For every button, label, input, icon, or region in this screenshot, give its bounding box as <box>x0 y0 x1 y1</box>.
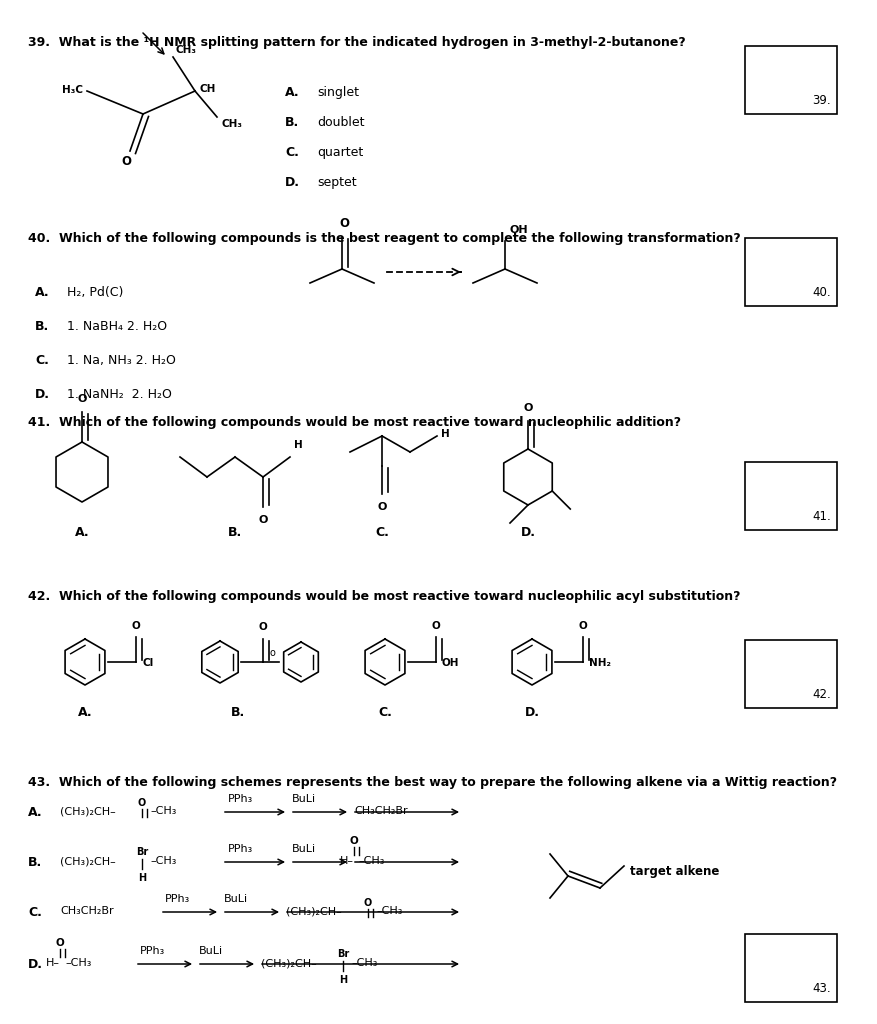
Text: 1. Na, NH₃ 2. H₂O: 1. Na, NH₃ 2. H₂O <box>67 354 175 367</box>
Text: O: O <box>363 898 372 908</box>
Text: H₃C: H₃C <box>62 85 83 95</box>
Text: OH: OH <box>441 658 459 668</box>
Bar <box>745 238 836 306</box>
Text: O: O <box>523 403 532 413</box>
Text: H₂, Pd(C): H₂, Pd(C) <box>67 286 124 299</box>
Text: 41.: 41. <box>811 510 830 523</box>
Text: BuLi: BuLi <box>292 844 316 854</box>
Bar <box>745 640 836 708</box>
Text: C.: C. <box>35 354 49 367</box>
Text: O: O <box>431 621 440 631</box>
Text: 39.  What is the ¹H NMR splitting pattern for the indicated hydrogen in 3-methyl: 39. What is the ¹H NMR splitting pattern… <box>28 36 685 49</box>
Text: CH₃CH₂Br: CH₃CH₂Br <box>60 906 113 916</box>
Text: –CH₃: –CH₃ <box>358 856 384 866</box>
Text: C.: C. <box>374 526 389 539</box>
Text: O: O <box>121 155 131 168</box>
Text: CH: CH <box>199 84 215 94</box>
Text: 1. NaBH₄ 2. H₂O: 1. NaBH₄ 2. H₂O <box>67 319 167 333</box>
Text: 1. NaNH₂  2. H₂O: 1. NaNH₂ 2. H₂O <box>67 388 172 401</box>
Text: 41.  Which of the following compounds would be most reactive toward nucleophilic: 41. Which of the following compounds wou… <box>28 416 681 429</box>
Text: target alkene: target alkene <box>630 865 718 879</box>
Text: O: O <box>55 938 64 948</box>
Text: BuLi: BuLi <box>292 794 316 804</box>
Text: PPh₃: PPh₃ <box>139 946 165 956</box>
Text: O: O <box>377 502 386 512</box>
Text: D.: D. <box>28 958 43 971</box>
Text: 39.: 39. <box>811 94 830 106</box>
Text: PPh₃: PPh₃ <box>228 844 253 854</box>
Bar <box>745 46 836 114</box>
Text: B.: B. <box>231 706 245 719</box>
Text: A.: A. <box>75 526 89 539</box>
Text: septet: septet <box>317 176 356 189</box>
Text: (CH₃)₂CH–: (CH₃)₂CH– <box>60 806 116 816</box>
Text: CH₃: CH₃ <box>221 119 242 129</box>
Text: doublet: doublet <box>317 116 364 129</box>
Text: CH₃CH₂Br: CH₃CH₂Br <box>353 806 407 816</box>
Text: 40.  Which of the following compounds is the best reagent to complete the follow: 40. Which of the following compounds is … <box>28 232 740 245</box>
Text: A.: A. <box>285 86 299 99</box>
Bar <box>745 934 836 1002</box>
Text: 40.: 40. <box>811 286 830 299</box>
Text: PPh₃: PPh₃ <box>165 894 190 904</box>
Text: NH₂: NH₂ <box>588 658 610 668</box>
Text: BuLi: BuLi <box>224 894 248 904</box>
Text: PPh₃: PPh₃ <box>228 794 253 804</box>
Bar <box>745 462 836 530</box>
Text: A.: A. <box>77 706 92 719</box>
Text: (CH₃)₂CH–: (CH₃)₂CH– <box>60 856 116 866</box>
Text: A.: A. <box>35 286 50 299</box>
Text: B.: B. <box>285 116 299 129</box>
Text: 43.: 43. <box>811 982 830 995</box>
Text: o: o <box>268 648 275 658</box>
Text: O: O <box>578 621 587 631</box>
Text: –CH₃: –CH₃ <box>65 958 91 968</box>
Text: singlet: singlet <box>317 86 359 99</box>
Text: Cl: Cl <box>142 658 153 668</box>
Text: CH₃: CH₃ <box>175 45 196 55</box>
Text: O: O <box>339 217 348 230</box>
Text: H: H <box>440 429 449 439</box>
Text: H: H <box>294 440 303 450</box>
Text: B.: B. <box>228 526 242 539</box>
Text: (CH₃)₂CH–: (CH₃)₂CH– <box>286 906 341 916</box>
Text: H: H <box>138 873 146 883</box>
Text: C.: C. <box>285 146 298 159</box>
Text: B.: B. <box>35 319 49 333</box>
Text: quartet: quartet <box>317 146 363 159</box>
Text: C.: C. <box>28 906 42 919</box>
Text: C.: C. <box>378 706 391 719</box>
Text: Br: Br <box>136 847 148 857</box>
Text: –CH₃: –CH₃ <box>150 856 176 866</box>
Text: D.: D. <box>524 706 538 719</box>
Text: H–: H– <box>339 856 353 866</box>
Text: O: O <box>138 798 146 808</box>
Text: –CH₃: –CH₃ <box>375 906 402 916</box>
Text: O: O <box>132 621 140 631</box>
Text: (CH₃)₂CH–: (CH₃)₂CH– <box>260 958 317 968</box>
Text: B.: B. <box>28 856 42 869</box>
Text: 42.: 42. <box>811 688 830 701</box>
Text: O: O <box>77 394 87 404</box>
Text: D.: D. <box>35 388 50 401</box>
Text: H–: H– <box>46 958 60 968</box>
Text: O: O <box>259 622 267 632</box>
Text: –CH₃: –CH₃ <box>150 806 176 816</box>
Text: 43.  Which of the following schemes represents the best way to prepare the follo: 43. Which of the following schemes repre… <box>28 776 836 790</box>
Text: OH: OH <box>509 225 527 234</box>
Text: H: H <box>339 975 346 985</box>
Text: Br: Br <box>337 949 349 959</box>
Text: BuLi: BuLi <box>199 946 223 956</box>
Text: D.: D. <box>520 526 535 539</box>
Text: 42.  Which of the following compounds would be most reactive toward nucleophilic: 42. Which of the following compounds wou… <box>28 590 739 603</box>
Text: D.: D. <box>285 176 300 189</box>
Text: –CH₃: –CH₃ <box>351 958 377 968</box>
Text: O: O <box>258 515 267 525</box>
Text: A.: A. <box>28 806 43 819</box>
Text: O: O <box>349 836 358 846</box>
